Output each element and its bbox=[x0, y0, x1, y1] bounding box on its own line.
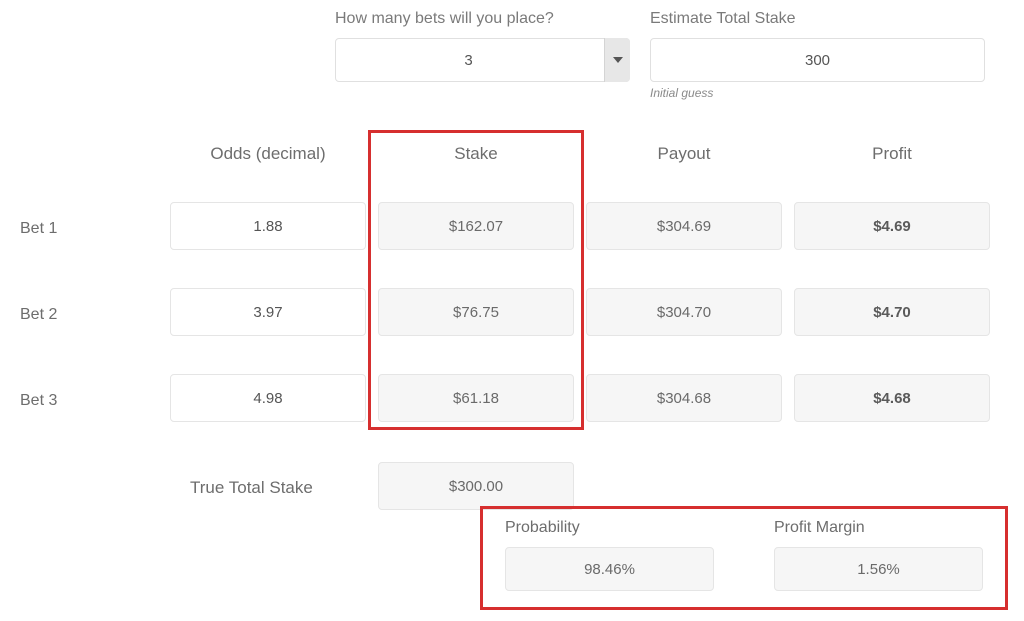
odds-input[interactable]: 4.98 bbox=[170, 374, 366, 422]
stake-cell: $76.75 bbox=[378, 288, 574, 336]
grid-header-row: Odds (decimal) Stake Payout Profit bbox=[20, 130, 1010, 188]
profit-cell: $4.70 bbox=[794, 288, 990, 336]
profit-cell: $4.69 bbox=[794, 202, 990, 250]
probability-label: Probability bbox=[505, 519, 714, 537]
estimate-stake-field: Estimate Total Stake 300 Initial guess bbox=[650, 10, 985, 100]
bet-row-label: Bet 1 bbox=[20, 220, 57, 238]
num-bets-label: How many bets will you place? bbox=[335, 10, 630, 28]
stake-cell: $61.18 bbox=[378, 374, 574, 422]
header-profit: Profit bbox=[794, 144, 990, 164]
num-bets-field: How many bets will you place? 3 bbox=[335, 10, 630, 82]
true-total-stake-value: $300.00 bbox=[378, 462, 574, 510]
estimate-stake-label: Estimate Total Stake bbox=[650, 10, 985, 28]
header-stake: Stake bbox=[378, 144, 574, 164]
header-payout: Payout bbox=[586, 144, 782, 164]
probability-col: Probability 98.46% bbox=[505, 519, 714, 593]
header-odds: Odds (decimal) bbox=[170, 144, 366, 164]
bet-row-label: Bet 3 bbox=[20, 392, 57, 410]
bet-row: Bet 2 3.97 $76.75 $304.70 $4.70 bbox=[20, 274, 1010, 360]
num-bets-select[interactable]: 3 bbox=[335, 38, 630, 82]
estimate-stake-hint: Initial guess bbox=[650, 86, 985, 100]
bets-grid: Odds (decimal) Stake Payout Profit Bet 1… bbox=[20, 130, 1010, 526]
profit-cell: $4.68 bbox=[794, 374, 990, 422]
num-bets-value: 3 bbox=[335, 38, 630, 82]
top-inputs-row: How many bets will you place? 3 Estimate… bbox=[0, 10, 1024, 100]
profit-margin-label: Profit Margin bbox=[774, 519, 983, 537]
bet-row-label: Bet 2 bbox=[20, 306, 57, 324]
odds-input[interactable]: 1.88 bbox=[170, 202, 366, 250]
profit-margin-value: 1.56% bbox=[774, 547, 983, 591]
payout-cell: $304.68 bbox=[586, 374, 782, 422]
true-total-stake-label: True Total Stake bbox=[190, 478, 313, 498]
calculator-root: How many bets will you place? 3 Estimate… bbox=[0, 0, 1024, 621]
payout-cell: $304.70 bbox=[586, 288, 782, 336]
stake-cell: $162.07 bbox=[378, 202, 574, 250]
profit-margin-col: Profit Margin 1.56% bbox=[774, 519, 983, 593]
summary-highlight-box: Probability 98.46% Profit Margin 1.56% bbox=[480, 506, 1008, 610]
probability-value: 98.46% bbox=[505, 547, 714, 591]
payout-cell: $304.69 bbox=[586, 202, 782, 250]
bet-row: Bet 1 1.88 $162.07 $304.69 $4.69 bbox=[20, 188, 1010, 274]
odds-input[interactable]: 3.97 bbox=[170, 288, 366, 336]
bet-row: Bet 3 4.98 $61.18 $304.68 $4.68 bbox=[20, 360, 1010, 446]
estimate-stake-input[interactable]: 300 bbox=[650, 38, 985, 82]
